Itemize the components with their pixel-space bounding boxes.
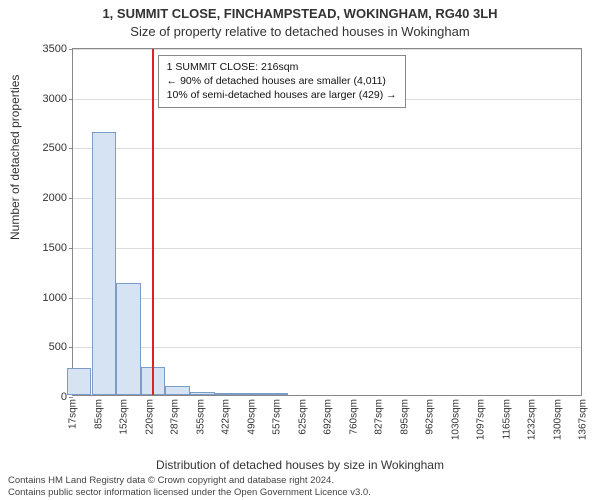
gridline bbox=[73, 347, 581, 348]
x-tick-label: 1232sqm bbox=[527, 399, 538, 440]
x-tick-label: 355sqm bbox=[195, 399, 206, 435]
y-tick-mark bbox=[69, 248, 73, 249]
x-tick-label: 490sqm bbox=[246, 399, 257, 435]
y-tick-label: 3000 bbox=[43, 93, 67, 105]
legend-line: ← 90% of detached houses are smaller (4,… bbox=[167, 74, 397, 88]
x-tick-label: 760sqm bbox=[348, 399, 359, 435]
x-tick-label: 895sqm bbox=[399, 399, 410, 435]
chart-title-main: 1, SUMMIT CLOSE, FINCHAMPSTEAD, WOKINGHA… bbox=[0, 6, 600, 21]
footer-line-2: Contains public sector information licen… bbox=[8, 487, 592, 498]
histogram-bar bbox=[215, 393, 239, 395]
histogram-bar bbox=[264, 393, 288, 395]
x-tick-label: 1030sqm bbox=[450, 399, 461, 440]
x-tick-label: 152sqm bbox=[119, 399, 130, 435]
x-tick-label: 422sqm bbox=[221, 399, 232, 435]
y-tick-label: 1500 bbox=[43, 242, 67, 254]
histogram-bar bbox=[92, 132, 116, 395]
x-tick-label: 557sqm bbox=[272, 399, 283, 435]
footer-attribution: Contains HM Land Registry data © Crown c… bbox=[8, 475, 592, 498]
histogram-bar bbox=[165, 386, 189, 395]
y-tick-mark bbox=[69, 49, 73, 50]
y-tick-label: 2000 bbox=[43, 192, 67, 204]
gridline bbox=[73, 298, 581, 299]
chart-container: 1, SUMMIT CLOSE, FINCHAMPSTEAD, WOKINGHA… bbox=[0, 0, 600, 500]
y-tick-label: 3500 bbox=[43, 43, 67, 55]
gridline bbox=[73, 49, 581, 50]
x-tick-label: 1300sqm bbox=[552, 399, 563, 440]
histogram-bar bbox=[116, 283, 140, 395]
histogram-bar bbox=[190, 392, 214, 395]
histogram-bar bbox=[67, 368, 91, 395]
histogram-bar bbox=[239, 393, 263, 395]
x-tick-label: 220sqm bbox=[144, 399, 155, 435]
y-tick-mark bbox=[69, 298, 73, 299]
x-tick-label: 17sqm bbox=[68, 399, 79, 429]
y-tick-mark bbox=[69, 198, 73, 199]
legend-line: 10% of semi-detached houses are larger (… bbox=[167, 88, 397, 102]
legend-box: 1 SUMMIT CLOSE: 216sqm← 90% of detached … bbox=[158, 55, 406, 108]
x-axis-label: Distribution of detached houses by size … bbox=[0, 458, 600, 472]
chart-title-sub: Size of property relative to detached ho… bbox=[0, 24, 600, 39]
x-tick-label: 1165sqm bbox=[501, 399, 512, 439]
x-tick-label: 962sqm bbox=[425, 399, 436, 435]
y-tick-label: 1000 bbox=[43, 292, 67, 304]
x-tick-label: 1097sqm bbox=[476, 399, 487, 440]
reference-line bbox=[152, 49, 154, 395]
y-tick-label: 2500 bbox=[43, 142, 67, 154]
y-tick-mark bbox=[69, 148, 73, 149]
legend-line: 1 SUMMIT CLOSE: 216sqm bbox=[167, 60, 397, 74]
y-tick-mark bbox=[69, 99, 73, 100]
gridline bbox=[73, 198, 581, 199]
y-axis-label: Number of detached properties bbox=[8, 75, 22, 240]
x-tick-label: 692sqm bbox=[323, 399, 334, 435]
y-tick-mark bbox=[69, 397, 73, 398]
y-tick-label: 500 bbox=[49, 341, 67, 353]
x-tick-label: 1367sqm bbox=[578, 399, 589, 440]
gridline bbox=[73, 248, 581, 249]
y-tick-mark bbox=[69, 347, 73, 348]
x-tick-label: 827sqm bbox=[374, 399, 385, 435]
x-tick-label: 625sqm bbox=[297, 399, 308, 435]
plot-area: 050010001500200025003000350017sqm85sqm15… bbox=[72, 48, 582, 396]
footer-line-1: Contains HM Land Registry data © Crown c… bbox=[8, 475, 592, 486]
x-tick-label: 287sqm bbox=[170, 399, 181, 435]
gridline bbox=[73, 148, 581, 149]
x-tick-label: 85sqm bbox=[93, 399, 104, 429]
